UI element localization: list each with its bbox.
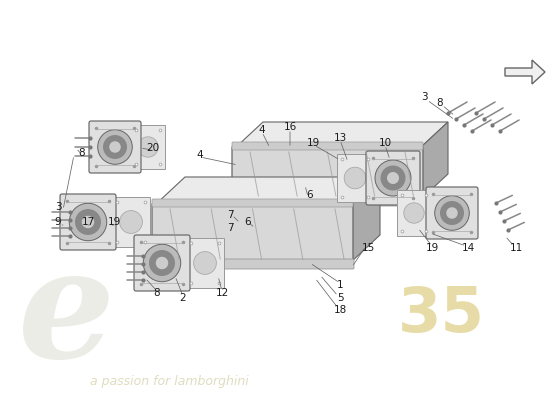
FancyBboxPatch shape <box>151 259 354 269</box>
Bar <box>397 190 431 236</box>
FancyBboxPatch shape <box>152 202 353 266</box>
Circle shape <box>440 201 464 225</box>
FancyBboxPatch shape <box>152 199 353 207</box>
Bar <box>112 197 150 247</box>
Text: 11: 11 <box>509 243 522 253</box>
Text: 8: 8 <box>437 98 443 108</box>
Circle shape <box>69 203 107 241</box>
Text: 2: 2 <box>180 293 186 303</box>
Text: 3: 3 <box>421 92 427 102</box>
Text: 6: 6 <box>307 190 314 200</box>
Text: 19: 19 <box>107 217 120 227</box>
Polygon shape <box>235 122 448 148</box>
Polygon shape <box>155 177 380 205</box>
Text: 12: 12 <box>216 288 229 298</box>
Text: 4: 4 <box>197 150 204 160</box>
Text: 13: 13 <box>333 133 346 143</box>
FancyBboxPatch shape <box>232 142 423 150</box>
FancyBboxPatch shape <box>231 196 424 206</box>
Text: 19: 19 <box>425 243 439 253</box>
Circle shape <box>387 172 399 184</box>
Polygon shape <box>350 177 380 263</box>
Text: 6: 6 <box>245 217 251 227</box>
Text: 7: 7 <box>227 223 233 233</box>
Text: 8: 8 <box>79 148 85 158</box>
Text: 15: 15 <box>361 243 375 253</box>
Circle shape <box>98 130 133 164</box>
Text: 17: 17 <box>81 217 95 227</box>
FancyBboxPatch shape <box>89 121 141 173</box>
Circle shape <box>344 167 366 189</box>
Text: 18: 18 <box>333 305 346 315</box>
Circle shape <box>138 137 158 157</box>
Bar <box>131 125 165 169</box>
Text: 5: 5 <box>337 293 343 303</box>
FancyBboxPatch shape <box>134 235 190 291</box>
Text: 10: 10 <box>378 138 392 148</box>
Circle shape <box>446 207 458 219</box>
Circle shape <box>375 160 411 196</box>
Circle shape <box>119 210 142 234</box>
Text: 35: 35 <box>398 285 485 345</box>
Text: 9: 9 <box>54 217 61 227</box>
Text: e: e <box>18 241 115 390</box>
Circle shape <box>194 252 216 274</box>
Polygon shape <box>420 122 448 200</box>
Circle shape <box>149 250 175 276</box>
FancyBboxPatch shape <box>232 145 423 203</box>
Text: 1: 1 <box>337 280 343 290</box>
Circle shape <box>75 209 101 235</box>
Circle shape <box>156 257 168 269</box>
Text: 3: 3 <box>54 202 61 212</box>
Text: a passion for lamborghini: a passion for lamborghini <box>90 375 249 388</box>
FancyBboxPatch shape <box>366 151 420 205</box>
Bar <box>337 154 373 202</box>
Circle shape <box>381 166 405 190</box>
Circle shape <box>144 244 181 282</box>
Circle shape <box>82 216 94 228</box>
Circle shape <box>434 196 469 230</box>
FancyBboxPatch shape <box>60 194 116 250</box>
Text: 14: 14 <box>461 243 475 253</box>
Text: 7: 7 <box>227 210 233 220</box>
Circle shape <box>103 135 127 159</box>
Text: 19: 19 <box>306 138 320 148</box>
Bar <box>186 238 224 288</box>
Text: 20: 20 <box>146 143 160 153</box>
FancyBboxPatch shape <box>426 187 478 239</box>
Circle shape <box>109 141 121 153</box>
Text: 4: 4 <box>258 125 265 135</box>
Text: 8: 8 <box>153 288 160 298</box>
Text: 16: 16 <box>283 122 296 132</box>
Polygon shape <box>505 60 545 84</box>
Circle shape <box>404 203 424 223</box>
